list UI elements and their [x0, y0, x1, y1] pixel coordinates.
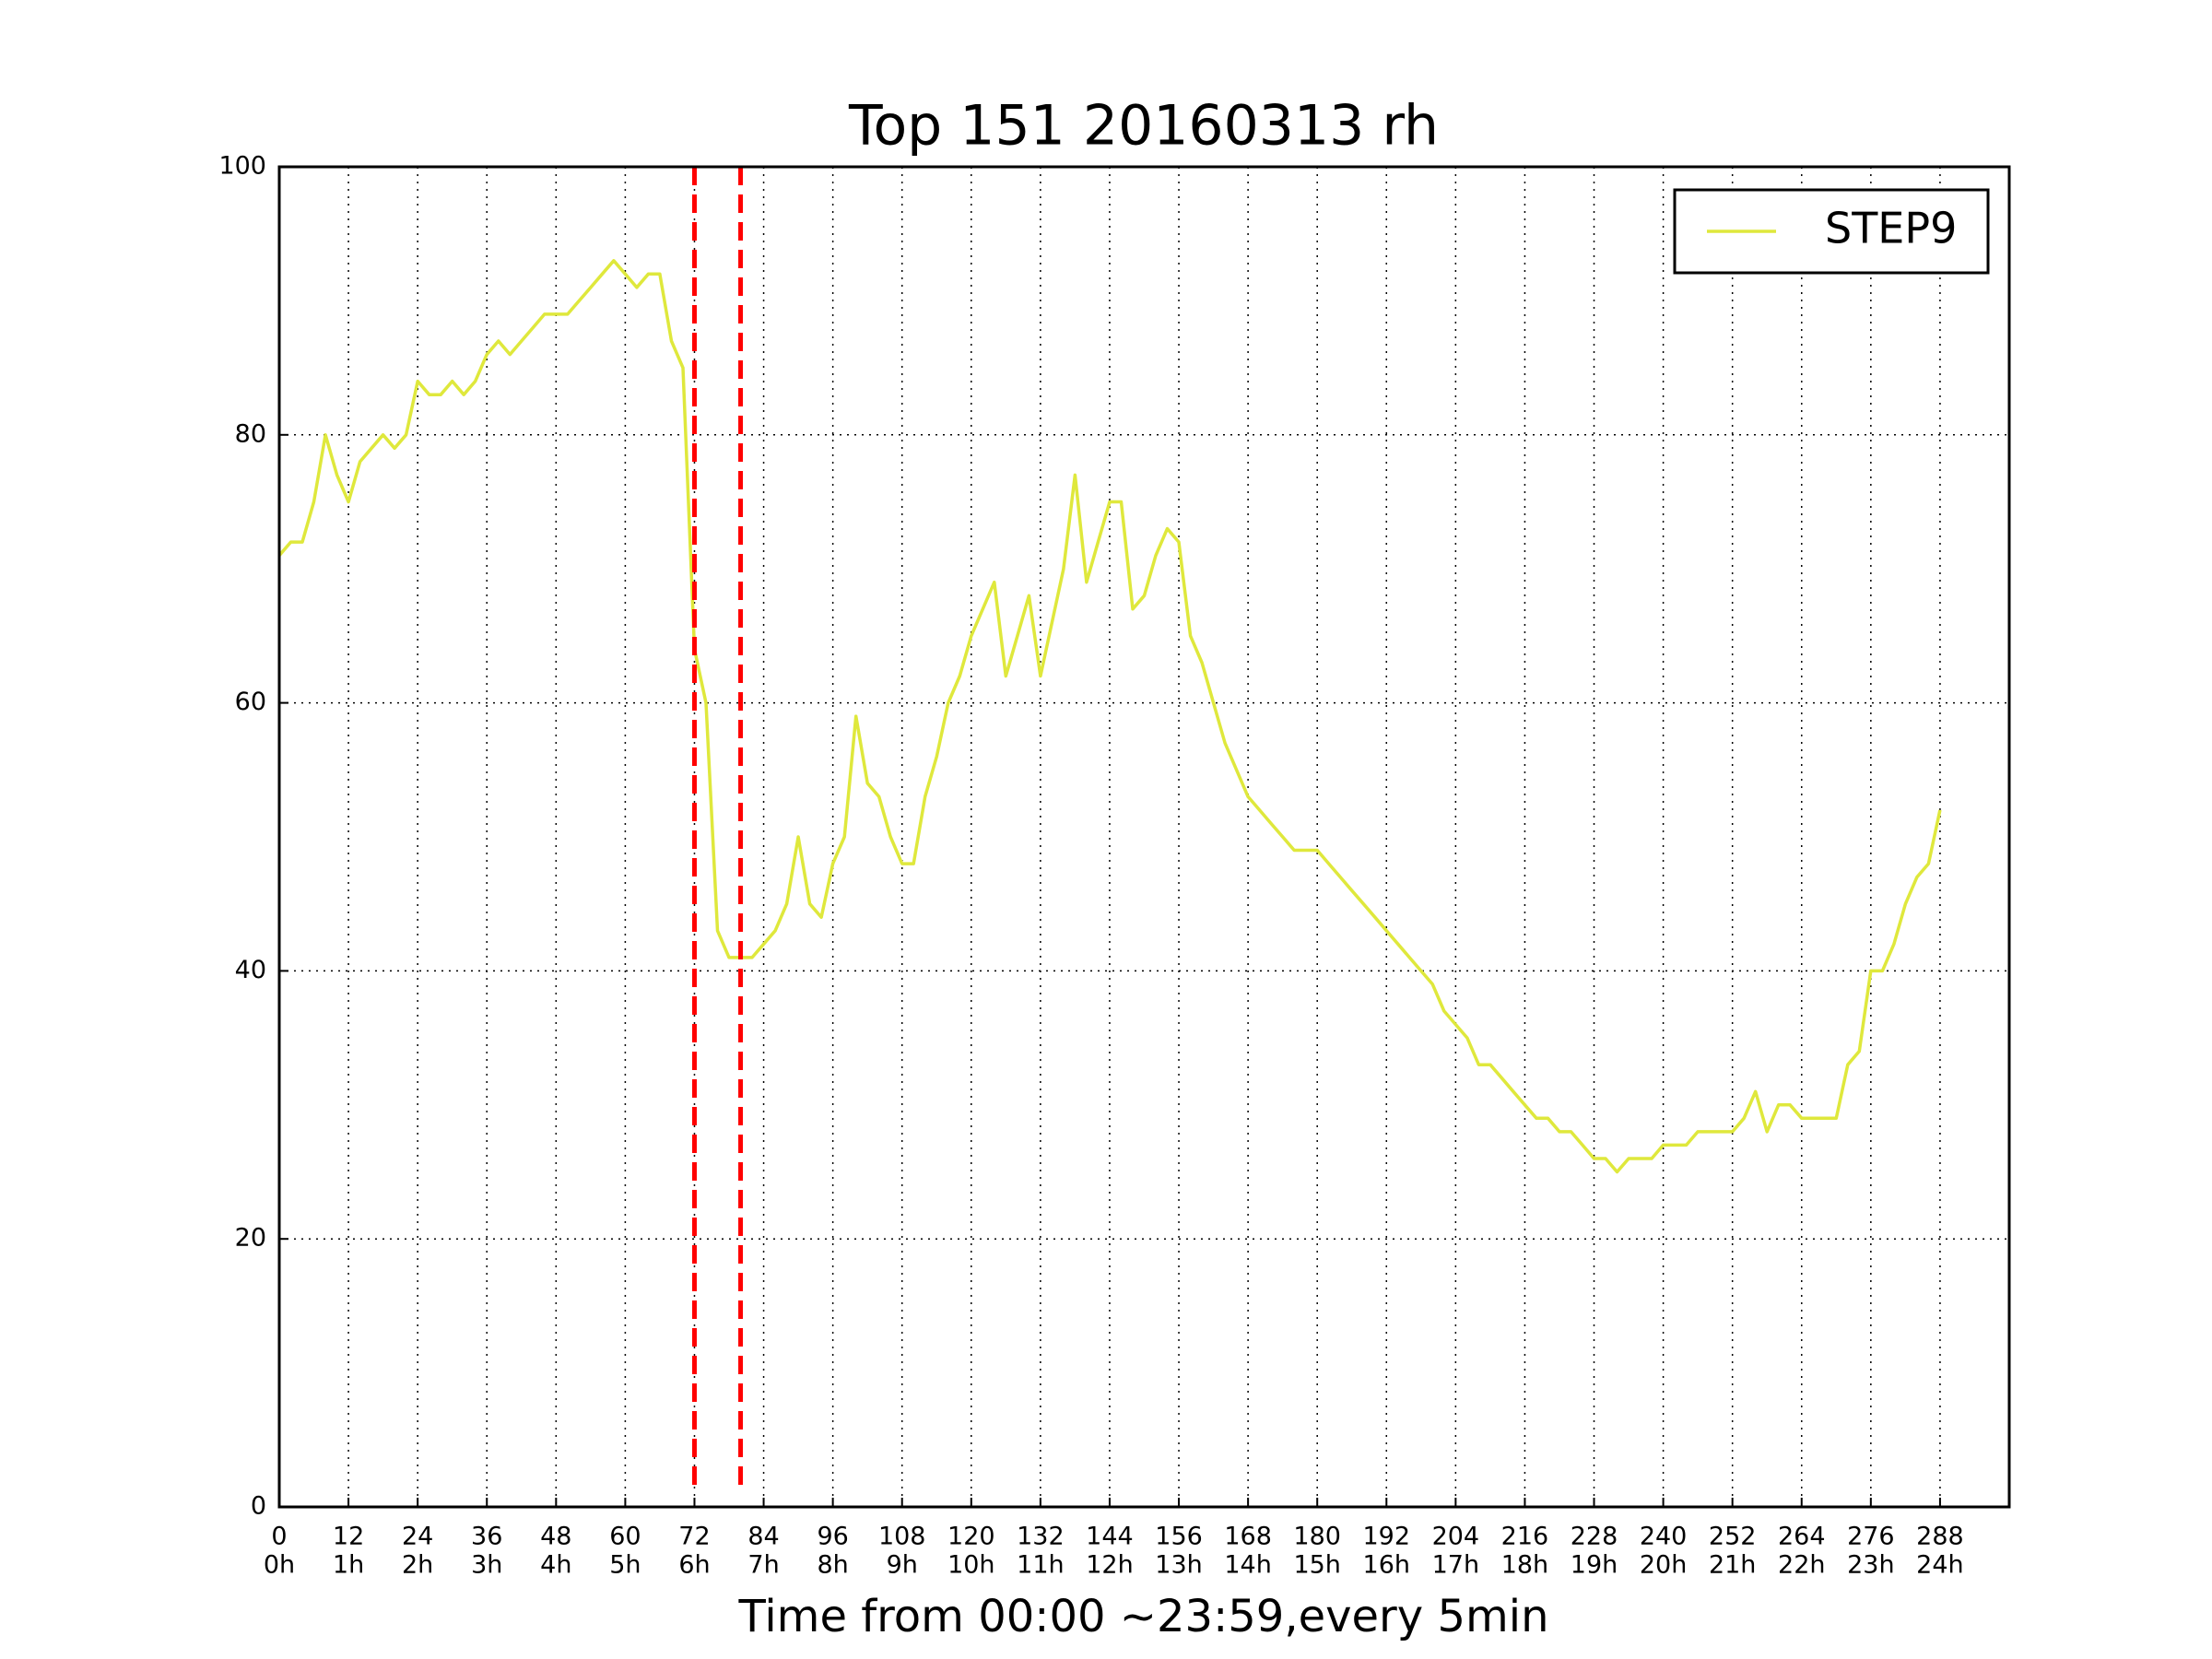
x-tick-hour-label: 7h	[747, 1551, 779, 1580]
x-tick-label: 48	[540, 1523, 571, 1551]
plot-frame	[277, 165, 2011, 1509]
x-tick-hour-label: 1h	[333, 1551, 364, 1580]
legend: STEP9	[1673, 188, 1990, 275]
x-tick-label: 12	[333, 1523, 364, 1551]
x-tick-label: 276	[1847, 1523, 1895, 1551]
x-tick-label: 240	[1640, 1523, 1688, 1551]
x-tick-label: 156	[1155, 1523, 1203, 1551]
x-tick-hour-label: 21h	[1709, 1551, 1756, 1580]
x-tick-label: 204	[1432, 1523, 1480, 1551]
x-tick-hour-label: 10h	[947, 1551, 994, 1580]
x-tick-hour-label: 4h	[540, 1551, 571, 1580]
x-tick-hour-label: 24h	[1916, 1551, 1963, 1580]
x-tick-label: 132	[1017, 1523, 1065, 1551]
x-tick-label: 228	[1571, 1523, 1618, 1551]
x-tick-hour-label: 11h	[1017, 1551, 1064, 1580]
chart-title: Top 151 20160313 rh	[848, 94, 1439, 159]
y-tick-label: 100	[218, 152, 266, 181]
x-tick-hour-label: 14h	[1224, 1551, 1271, 1580]
x-tick-label: 144	[1086, 1523, 1134, 1551]
x-tick-label: 72	[678, 1523, 710, 1551]
y-tick-label: 60	[235, 688, 266, 716]
x-tick-hour-label: 20h	[1640, 1551, 1687, 1580]
x-tick-hour-label: 19h	[1571, 1551, 1618, 1580]
x-tick-hour-label: 5h	[609, 1551, 641, 1580]
x-tick-label: 0	[271, 1523, 287, 1551]
y-tick-label: 80	[235, 419, 266, 448]
x-tick-label: 192	[1363, 1523, 1411, 1551]
x-tick-hour-label: 23h	[1847, 1551, 1894, 1580]
y-tick-label: 20	[235, 1224, 266, 1253]
x-tick-label: 264	[1778, 1523, 1826, 1551]
x-tick-hour-label: 2h	[402, 1551, 433, 1580]
x-tick-label: 60	[609, 1523, 641, 1551]
x-tick-label: 36	[471, 1523, 502, 1551]
data-line	[277, 259, 1942, 1174]
x-tick-label: 168	[1224, 1523, 1272, 1551]
x-tick-hour-label: 6h	[678, 1551, 710, 1580]
x-tick-hour-label: 12h	[1086, 1551, 1133, 1580]
x-tick-hour-label: 9h	[887, 1551, 918, 1580]
x-tick-hour-label: 18h	[1501, 1551, 1548, 1580]
x-tick-label: 108	[878, 1523, 926, 1551]
y-tick-label: 0	[251, 1492, 266, 1521]
x-tick-label: 252	[1709, 1523, 1757, 1551]
x-tick-hour-label: 8h	[817, 1551, 848, 1580]
y-tick-label: 40	[235, 956, 266, 984]
x-tick-hour-label: 17h	[1432, 1551, 1479, 1580]
x-tick-hour-label: 0h	[264, 1551, 295, 1580]
x-axis-label: Time from 00:00 ~23:59,every 5min	[738, 1591, 1549, 1642]
x-tick-label: 24	[402, 1523, 433, 1551]
x-tick-hour-label: 16h	[1363, 1551, 1410, 1580]
x-tick-label: 96	[817, 1523, 848, 1551]
x-tick-label: 180	[1293, 1523, 1341, 1551]
x-tick-hour-label: 3h	[471, 1551, 502, 1580]
x-tick-label: 288	[1916, 1523, 1964, 1551]
x-tick-hour-label: 13h	[1155, 1551, 1202, 1580]
legend-label: STEP9	[1825, 204, 1957, 253]
x-tick-label: 216	[1501, 1523, 1549, 1551]
x-tick-label: 120	[947, 1523, 995, 1551]
x-tick-hour-label: 15h	[1293, 1551, 1340, 1580]
x-tick-label: 84	[747, 1523, 779, 1551]
x-tick-hour-label: 22h	[1778, 1551, 1825, 1580]
